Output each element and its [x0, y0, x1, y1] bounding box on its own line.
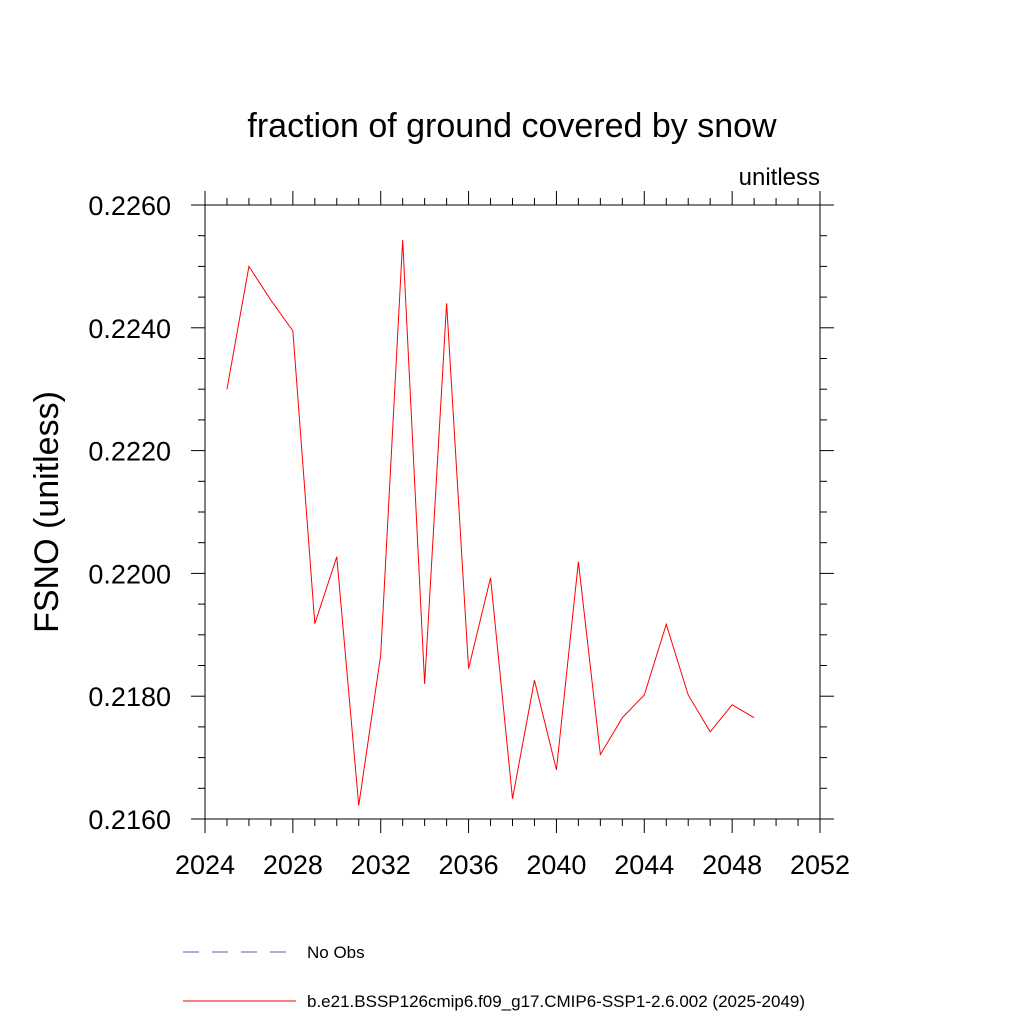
y-tick-label: 0.2160	[88, 805, 171, 835]
plot-frame	[204, 204, 821, 820]
y-tick-label: 0.2240	[88, 314, 171, 344]
x-tick-label: 2044	[614, 850, 674, 880]
chart-title: fraction of ground covered by snow	[247, 107, 777, 145]
x-tick-label: 2052	[790, 850, 850, 880]
axis-ticks	[191, 191, 834, 833]
y-tick-labels: 0.2160 0.2180 0.2200 0.2220 0.2240 0.2260	[88, 191, 171, 835]
legend: No Obs b.e21.BSSP126cmip6.f09_g17.CMIP6-…	[183, 943, 805, 1011]
series-layer	[226, 239, 755, 806]
legend-label-model: b.e21.BSSP126cmip6.f09_g17.CMIP6-SSP1-2.…	[307, 992, 805, 1011]
x-tick-label: 2048	[702, 850, 762, 880]
y-tick-label: 0.2200	[88, 559, 171, 589]
series-line-1	[226, 239, 755, 806]
x-tick-label: 2032	[351, 850, 411, 880]
x-tick-label: 2036	[439, 850, 499, 880]
y-tick-label: 0.2220	[88, 437, 171, 467]
x-tick-label: 2028	[263, 850, 323, 880]
legend-label-no-obs: No Obs	[307, 943, 365, 962]
y-tick-label: 0.2260	[88, 191, 171, 221]
x-tick-labels: 2024 2028 2032 2036 2040 2044 2048 2052	[175, 850, 850, 880]
x-tick-label: 2040	[526, 850, 586, 880]
units-label: unitless	[739, 164, 820, 191]
y-axis-title: FSNO (unitless)	[28, 391, 66, 633]
x-tick-label: 2024	[175, 850, 235, 880]
y-tick-label: 0.2180	[88, 682, 171, 712]
